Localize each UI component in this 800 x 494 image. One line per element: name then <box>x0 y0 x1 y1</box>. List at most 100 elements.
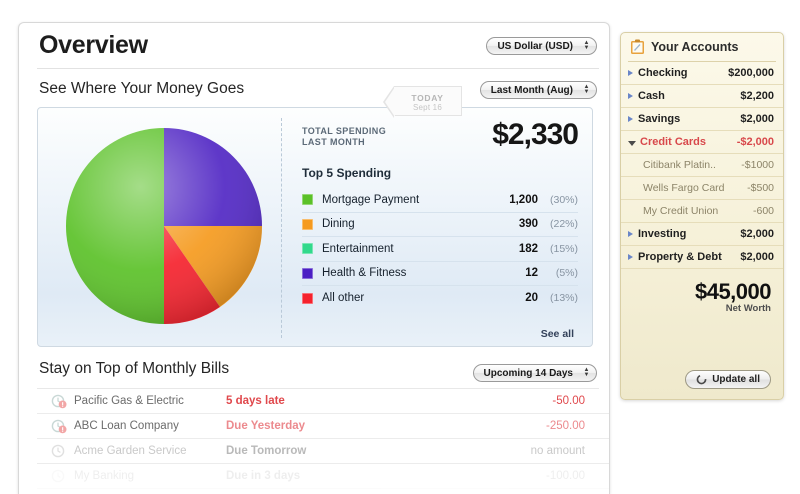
account-balance: $2,000 <box>740 228 774 240</box>
period-select-label: Last Month (Aug) <box>490 84 573 96</box>
clock-alert-icon <box>51 418 67 434</box>
bill-amount: no amount <box>530 445 585 457</box>
bill-name: My Banking <box>74 470 135 482</box>
update-all-button[interactable]: Update all <box>685 370 771 389</box>
category-color-swatch <box>302 194 313 206</box>
spending-category-row[interactable]: All other 20 (13%) <box>302 286 578 311</box>
account-row[interactable]: Savings $2,000 <box>621 108 783 131</box>
account-subrow[interactable]: Wells Fargo Card -$500 <box>621 177 783 200</box>
category-amount: 390 <box>518 218 538 231</box>
currency-select-label: US Dollar (USD) <box>497 40 573 52</box>
account-balance: $2,200 <box>740 90 774 102</box>
clock-icon <box>51 443 67 459</box>
account-subrow[interactable]: My Credit Union -600 <box>621 200 783 223</box>
upcoming-select-label: Upcoming 14 Days <box>483 367 573 379</box>
bill-name: ABC Loan Company <box>74 420 179 432</box>
category-color-swatch <box>302 243 313 255</box>
category-percent: (13%) <box>549 292 578 305</box>
stepper-arrows-icon: ▲ ▼ <box>583 367 590 378</box>
today-label: TODAY <box>411 93 444 103</box>
category-color-swatch <box>302 218 313 230</box>
update-all-container: Update all <box>685 370 771 390</box>
account-balance: $200,000 <box>728 67 774 79</box>
stepper-arrows-icon: ▲ ▼ <box>583 40 590 51</box>
pie-chart-container <box>46 116 284 338</box>
upcoming-select[interactable]: Upcoming 14 Days ▲ ▼ <box>472 364 597 382</box>
spending-pie-chart[interactable] <box>64 126 264 326</box>
clipboard-icon <box>631 39 644 54</box>
page-title: Overview <box>39 31 148 59</box>
bill-row[interactable]: ABC Loan Company Due Yesterday -250.00 <box>37 414 609 439</box>
bills-section-title: Stay on Top of Monthly Bills <box>39 360 230 377</box>
bill-amount: -100.00 <box>545 470 585 482</box>
chevron-right-icon[interactable] <box>628 254 633 260</box>
accounts-list: Checking $200,000 Cash $2,200 Savings $2,000 C… <box>621 62 783 269</box>
spending-category-row[interactable]: Entertainment 182 (15%) <box>302 237 578 262</box>
sidebar-divider <box>628 61 776 62</box>
spending-category-row[interactable]: Health & Fitness 12 (5%) <box>302 262 578 286</box>
account-row[interactable]: Credit Cards -$2,000 <box>621 131 783 154</box>
bills-list: Pacific Gas & Electric 5 days late -50.00 A… <box>37 389 609 494</box>
subaccount-balance: -$500 <box>747 182 774 194</box>
refresh-icon <box>696 374 707 385</box>
bill-due-status: Due in 3 days <box>226 470 301 482</box>
subaccount-balance: -600 <box>752 205 774 217</box>
category-percent: (30%) <box>549 193 578 206</box>
chevron-down-icon[interactable] <box>628 140 636 146</box>
subaccount-name: My Credit Union <box>643 205 719 217</box>
spending-category-row[interactable]: Mortgage Payment 1,200 (30%) <box>302 188 578 213</box>
stepper-arrows-icon: ▲ ▼ <box>583 84 590 95</box>
bill-amount: -250.00 <box>545 420 585 432</box>
period-select[interactable]: Last Month (Aug) ▲ ▼ <box>479 81 597 99</box>
net-worth-value: $45,000 <box>694 279 772 304</box>
category-amount: 20 <box>525 292 538 305</box>
account-name: Checking <box>638 67 688 79</box>
sidebar-header: Your Accounts <box>621 33 783 61</box>
chevron-right-icon[interactable] <box>628 70 633 76</box>
bill-due-status: Due Tomorrow <box>226 445 307 457</box>
account-name: Cash <box>638 90 665 102</box>
category-name: All other <box>322 292 365 305</box>
subaccount-name: Citibank Platin.. <box>643 159 716 171</box>
account-name: Credit Cards <box>640 136 707 148</box>
category-percent: (22%) <box>549 218 578 231</box>
spending-chart-panel: TOTAL SPENDING LAST MONTH $2,330 Top 5 S… <box>37 107 593 347</box>
category-amount: 12 <box>525 267 538 280</box>
net-worth-block: $45,000 Net Worth <box>621 269 783 314</box>
top5-title: Top 5 Spending <box>302 166 392 180</box>
account-row[interactable]: Property & Debt $2,000 <box>621 246 783 269</box>
account-balance: $2,000 <box>740 113 774 125</box>
total-spending-label: TOTAL SPENDING LAST MONTH <box>302 126 387 147</box>
see-all-link[interactable]: See all <box>540 328 574 340</box>
spending-summary: TOTAL SPENDING LAST MONTH $2,330 Top 5 S… <box>296 108 586 346</box>
account-name: Savings <box>638 113 681 125</box>
category-percent: (5%) <box>555 267 578 280</box>
account-row[interactable]: Cash $2,200 <box>621 85 783 108</box>
account-balance: $2,000 <box>740 251 774 263</box>
net-worth-label: Net Worth <box>725 303 771 314</box>
sidebar-title: Your Accounts <box>651 40 739 54</box>
bill-row[interactable]: Acme Garden Service Due Tomorrow no amount <box>37 439 609 464</box>
spending-category-row[interactable]: Dining 390 (22%) <box>302 213 578 237</box>
panel-divider <box>281 118 282 338</box>
card-header: Overview US Dollar (USD) ▲ ▼ <box>19 23 609 69</box>
category-amount: 182 <box>518 242 538 255</box>
chevron-right-icon[interactable] <box>628 116 633 122</box>
bills-divider <box>37 388 599 389</box>
currency-select[interactable]: US Dollar (USD) ▲ ▼ <box>486 37 597 55</box>
bill-name: Pacific Gas & Electric <box>74 395 184 407</box>
today-date: Sept 16 <box>413 103 442 112</box>
chevron-right-icon[interactable] <box>628 93 633 99</box>
chevron-right-icon[interactable] <box>628 231 633 237</box>
account-subrow[interactable]: Citibank Platin.. -$1000 <box>621 154 783 177</box>
bill-row[interactable]: Pacific Gas & Electric 5 days late -50.00 <box>37 389 609 414</box>
account-name: Investing <box>638 228 687 240</box>
bill-row[interactable]: My Banking Due in 3 days -100.00 <box>37 464 609 489</box>
bills-header: Stay on Top of Monthly Bills Upcoming 14… <box>19 355 609 389</box>
account-row[interactable]: Checking $200,000 <box>621 62 783 85</box>
category-name: Health & Fitness <box>322 267 407 280</box>
bill-due-status: 5 days late <box>226 395 285 407</box>
account-row[interactable]: Investing $2,000 <box>621 223 783 246</box>
spending-section-title: See Where Your Money Goes <box>39 80 245 97</box>
bill-name: Acme Garden Service <box>74 445 187 457</box>
